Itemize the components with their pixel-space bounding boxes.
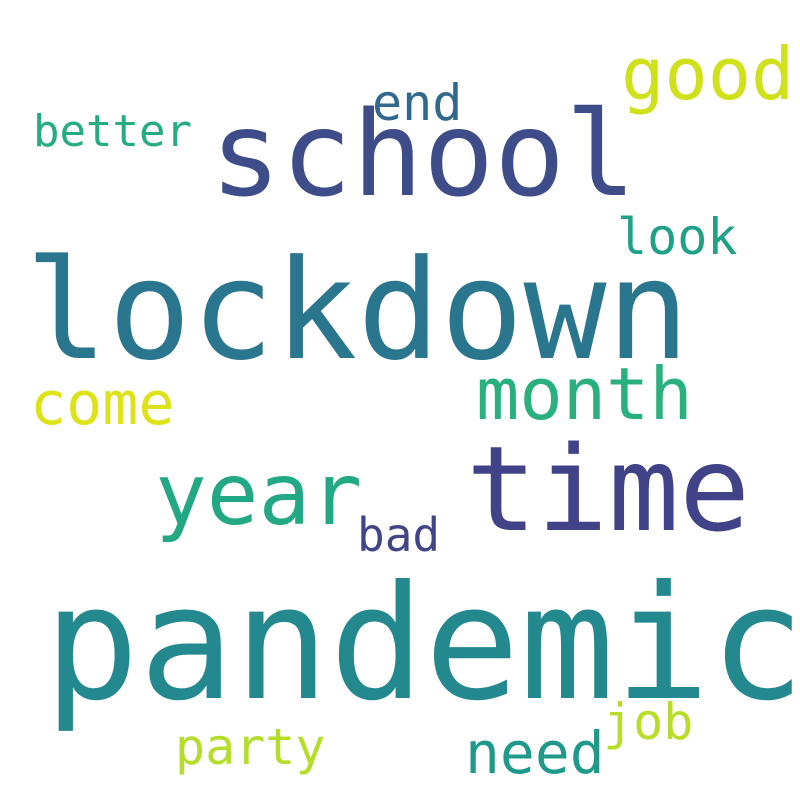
word-month: month [476,352,693,436]
word-lockdown: lockdown [25,230,690,391]
word-pandemic: pandemic [44,552,800,736]
word-party: party [175,718,326,776]
word-bad: bad [357,508,441,562]
word-school: school [210,85,637,223]
word-look: look [617,208,738,266]
word-good: good [621,32,795,116]
word-time: time [466,420,751,558]
word-job: job [603,693,694,751]
word-end: end [372,74,463,132]
word-come: come [30,369,175,439]
word-year: year [155,445,363,545]
word-better: better [33,106,192,157]
word-need: need [465,719,605,787]
